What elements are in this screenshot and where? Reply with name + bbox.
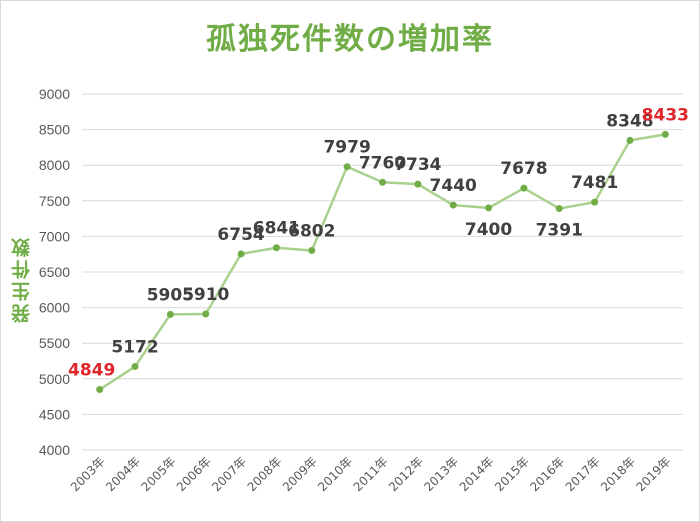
y-tick-label: 4000 xyxy=(39,442,70,458)
x-tick-label: 2017年 xyxy=(563,454,603,494)
data-point xyxy=(626,136,634,144)
data-point xyxy=(414,180,422,188)
y-tick-label: 5500 xyxy=(39,335,70,351)
data-label: 8433 xyxy=(642,105,689,125)
x-tick-label: 2010年 xyxy=(315,454,355,494)
data-point xyxy=(96,386,104,394)
data-label: 8348 xyxy=(606,111,653,131)
data-points xyxy=(96,130,669,394)
x-tick-label: 2016年 xyxy=(527,454,567,494)
data-point xyxy=(520,184,528,192)
data-point xyxy=(485,204,493,212)
data-label: 7979 xyxy=(323,138,370,158)
y-tick-label: 8500 xyxy=(39,122,70,138)
data-point xyxy=(272,244,280,252)
gridlines xyxy=(82,93,683,451)
y-tick-label: 8000 xyxy=(39,157,70,173)
data-point xyxy=(661,130,669,138)
data-label: 7391 xyxy=(536,221,583,241)
x-tick-label: 2005年 xyxy=(139,454,179,494)
x-tick-label: 2015年 xyxy=(492,454,532,494)
y-axis-ticks: 4000 4500 5000 5500 6000 6500 7000 7500 8000 8500… xyxy=(39,86,70,458)
x-tick-label: 2014年 xyxy=(457,454,497,494)
x-tick-label: 2003年 xyxy=(68,454,108,494)
x-tick-label: 2008年 xyxy=(245,454,285,494)
data-label: 7481 xyxy=(571,173,618,193)
x-tick-label: 2019年 xyxy=(633,454,673,494)
x-tick-label: 2013年 xyxy=(421,454,461,494)
data-label: 7440 xyxy=(430,176,477,196)
x-tick-label: 2012年 xyxy=(386,454,426,494)
x-tick-label: 2011年 xyxy=(351,454,391,494)
y-tick-label: 9000 xyxy=(39,86,70,102)
data-label: 6802 xyxy=(288,221,335,241)
data-label: 6841 xyxy=(253,219,300,239)
x-tick-label: 2009年 xyxy=(280,454,320,494)
y-tick-label: 7000 xyxy=(39,228,70,244)
y-tick-label: 4500 xyxy=(39,406,70,422)
data-point xyxy=(591,198,599,206)
data-label: 7760 xyxy=(359,153,406,173)
x-tick-label: 2007年 xyxy=(209,454,249,494)
y-tick-label: 7500 xyxy=(39,193,70,209)
y-tick-label: 6000 xyxy=(39,300,70,316)
x-axis-ticks: 2003年2004年2005年2006年2007年2008年2009年2010年… xyxy=(68,454,674,494)
data-point xyxy=(202,310,210,318)
data-point xyxy=(449,201,457,209)
y-tick-label: 5000 xyxy=(39,371,70,387)
y-tick-label: 6500 xyxy=(39,264,70,280)
data-label: 7678 xyxy=(500,159,547,179)
chart-title: 孤独死件数の増加率 xyxy=(206,22,494,57)
data-label: 6754 xyxy=(217,225,264,245)
x-tick-label: 2006年 xyxy=(174,454,214,494)
data-label: 4849 xyxy=(68,361,115,381)
data-label: 5905 xyxy=(147,285,194,305)
data-label: 5910 xyxy=(182,285,229,305)
data-label: 5172 xyxy=(111,338,158,358)
data-point xyxy=(166,310,174,318)
data-point xyxy=(379,178,386,186)
data-label: 7400 xyxy=(465,220,512,240)
x-tick-label: 2018年 xyxy=(598,454,638,494)
data-point xyxy=(308,246,316,254)
data-point xyxy=(555,205,563,213)
x-tick-label: 2004年 xyxy=(103,454,143,494)
data-point xyxy=(237,250,245,258)
data-point xyxy=(343,163,351,171)
data-point xyxy=(131,363,139,371)
data-label: 7734 xyxy=(394,155,441,175)
